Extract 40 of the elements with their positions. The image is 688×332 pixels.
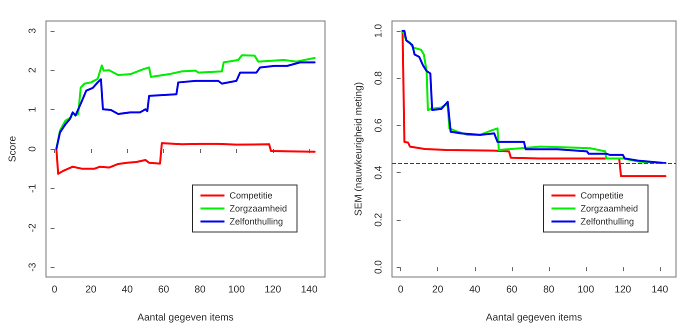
y-tick-label: 0.8	[374, 70, 384, 86]
legend-label: Competitie	[580, 190, 624, 200]
y-axis-title: Score	[8, 136, 18, 162]
x-tick-label: 60	[506, 284, 518, 296]
legend-label: Zorgzaamheid	[229, 204, 287, 214]
x-tick-label: 0	[52, 284, 58, 296]
y-tick-label: 0.2	[374, 212, 384, 227]
x-tick-label: 40	[469, 284, 481, 296]
x-tick-label: 20	[432, 284, 444, 296]
y-tick-label: 1.0	[374, 24, 384, 38]
y-axis-title: SEM (nauwkeurigheid meting)	[354, 82, 364, 216]
y-tick-label: -1	[28, 184, 38, 193]
y-tick-label: 0.0	[374, 260, 384, 274]
x-tick-label: 80	[194, 284, 206, 296]
legend-label: Zelfonthulling	[229, 216, 284, 226]
y-tick-label: 0.6	[374, 118, 384, 132]
x-tick-label: 120	[614, 284, 632, 296]
legend-label: Zelfonthulling	[580, 216, 634, 226]
x-axis-title: Aantal gegeven items	[486, 312, 582, 324]
y-tick-label: 3	[28, 28, 38, 34]
x-tick-label: 120	[264, 284, 282, 296]
y-tick-label: 0.4	[374, 165, 384, 180]
x-tick-label: 140	[652, 284, 669, 296]
y-tick-label: -2	[28, 222, 38, 232]
x-tick-label: 20	[85, 284, 97, 296]
line-series	[55, 142, 316, 175]
x-tick-label: 60	[158, 284, 170, 296]
legend-label: Competitie	[229, 190, 272, 200]
x-tick-label: 80	[543, 284, 555, 296]
x-tick-label: 100	[577, 284, 595, 296]
y-tick-label: 1	[28, 106, 38, 112]
x-tick-label: 40	[122, 284, 134, 296]
legend-label: Zorgzaamheid	[580, 204, 638, 214]
y-tick-label: 0	[28, 146, 38, 152]
x-tick-label: 0	[398, 284, 404, 296]
y-tick-label: 2	[28, 67, 38, 74]
y-tick-label: -3	[28, 262, 38, 272]
x-tick-label: 100	[228, 284, 246, 296]
x-axis-title: Aantal gegeven items	[137, 312, 234, 324]
x-tick-label: 140	[300, 284, 318, 296]
